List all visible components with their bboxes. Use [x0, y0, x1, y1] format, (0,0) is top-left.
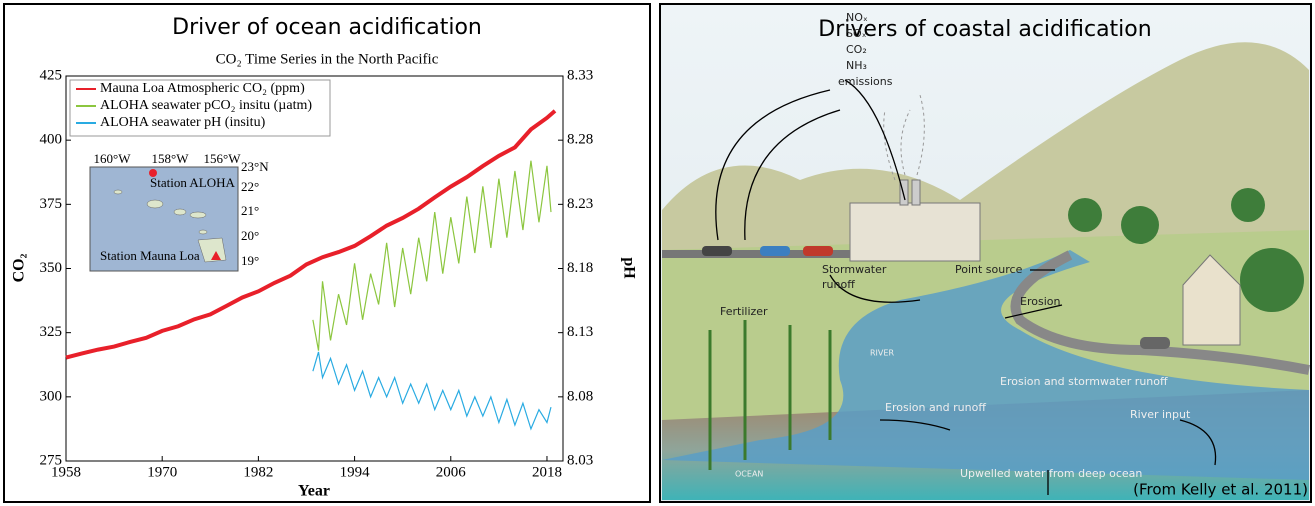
label-upwelled: Upwelled water from deep ocean: [960, 467, 1142, 480]
chart-title: Driver of ocean acidification: [172, 15, 482, 40]
label-runoff: runoff: [822, 278, 855, 291]
label-point-source: Point source: [955, 263, 1023, 276]
x-tick-label: 1982: [243, 464, 273, 480]
series-line: [312, 160, 552, 351]
legend-label: ALOHA seawater pH (insitu): [100, 115, 266, 130]
legend-box: [69, 79, 331, 137]
inset-label: 158°W: [152, 151, 190, 166]
y2-tick-label: 8.18: [567, 260, 593, 276]
x-tick-label: 2018: [532, 464, 562, 480]
y-tick-label: 400: [40, 132, 63, 148]
label-sox: SOₓ: [846, 27, 867, 40]
label-stormwater: Stormwater: [822, 263, 887, 276]
y2-tick-label: 8.08: [567, 388, 593, 404]
legend-label: Mauna Loa Atmospheric CO₂ (ppm): [100, 81, 305, 96]
inset-label: 20°: [241, 228, 259, 243]
label-nox: NOₓ: [846, 11, 868, 24]
x-tick-label: 1994: [340, 464, 371, 480]
y-tick-label: 300: [40, 388, 63, 404]
station-mauna-loa-marker: [211, 251, 221, 260]
x-tick-label: 1958: [51, 464, 81, 480]
label-emissions: emissions: [838, 75, 893, 88]
y-tick-label: 425: [40, 67, 63, 83]
inset-label: 22°: [241, 179, 259, 194]
series-line: [65, 109, 557, 360]
label-river: RIVER: [870, 349, 894, 358]
label-river-input: River input: [1130, 408, 1191, 421]
y-tick-label: 350: [40, 260, 63, 276]
inset-label: 21°: [241, 203, 259, 218]
y-tick-label: 275: [40, 452, 63, 468]
y2-tick-label: 8.28: [567, 132, 593, 148]
label-ocean: OCEAN: [735, 470, 763, 479]
y2-axis-label: pH: [620, 257, 637, 279]
islands: [113, 189, 227, 263]
y2-tick-label: 8.23: [567, 196, 593, 212]
x-tick-label: 1970: [147, 464, 177, 480]
diagram-title: Drivers of coastal acidification: [818, 17, 1151, 42]
inset-label: Station ALOHA: [150, 175, 235, 190]
inset-label: 156°W: [204, 151, 242, 166]
label-fertilizer: Fertilizer: [720, 305, 768, 318]
label-erosion-stormwater: Erosion and stormwater runoff: [1000, 375, 1168, 388]
series-line: [312, 351, 552, 431]
label-co2: CO₂: [846, 43, 867, 56]
label-nh3: NH₃: [846, 59, 867, 72]
y2-tick-label: 8.03: [567, 452, 593, 468]
chart-subtitle: CO₂ Time Series in the North Pacific: [216, 51, 439, 67]
inset-label: 23°N: [241, 159, 269, 174]
y-axis-label: CO₂: [11, 253, 28, 282]
chart: Driver of ocean acidification CO₂ Time S…: [11, 15, 638, 500]
legend-label: ALOHA seawater pCO₂ insitu (µatm): [100, 98, 312, 113]
y-tick-label: 375: [40, 196, 63, 212]
inset-label: 160°W: [94, 151, 132, 166]
y2-tick-label: 8.33: [567, 67, 593, 83]
station-aloha-marker: [149, 169, 157, 177]
x-tick-label: 2006: [436, 464, 467, 480]
x-axis-label: Year: [298, 483, 330, 500]
inset-label: 19°: [241, 253, 259, 268]
y-tick-label: 325: [40, 324, 63, 340]
label-erosion-runoff: Erosion and runoff: [885, 401, 986, 414]
credit: (From Kelly et al. 2011): [1133, 481, 1308, 499]
inset-label: Station Mauna Loa: [100, 248, 200, 263]
label-erosion: Erosion: [1020, 295, 1060, 308]
y2-tick-label: 8.13: [567, 324, 593, 340]
landscape: Drivers of coastal acidification NOₓ SOₓ…: [662, 11, 1310, 500]
